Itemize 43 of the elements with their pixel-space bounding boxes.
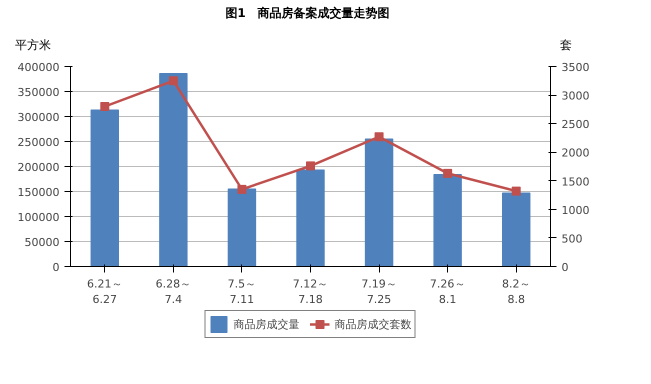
y-tick-label: 100000 (18, 211, 60, 224)
y2-tick-label: 2000 (562, 146, 590, 160)
y2-tick-label: 1000 (562, 204, 590, 217)
x-tick-label: 6.21～ 6.27 (87, 278, 123, 306)
y2-tick-label: 500 (562, 232, 582, 246)
y2-tick-label: 3500 (562, 61, 590, 74)
point (306, 161, 315, 170)
point (443, 168, 452, 178)
y-tick-label: 50000 (24, 236, 60, 249)
bar (228, 188, 256, 266)
legend-label: 商品房成交套数 (334, 316, 412, 332)
y2-tick-label: 3000 (562, 90, 590, 103)
y-tick-label: 400000 (18, 61, 60, 74)
y-axis-title: 平方米 (15, 37, 51, 54)
point (168, 76, 178, 86)
y2-tick-label: 0 (562, 261, 568, 274)
legend-label: 商品房成交量 (234, 316, 300, 332)
bar (364, 138, 394, 266)
bar (502, 192, 530, 266)
chart-title: 图1 商品房备案成交量走势图 (225, 5, 390, 22)
y2-tick-label: 2500 (562, 118, 590, 132)
y-tick-label: 250000 (18, 136, 60, 149)
bar (296, 170, 325, 266)
point (374, 132, 384, 142)
x-tick-label: 7.12～ 7.18 (292, 278, 328, 306)
y2-axis-title: 套 (560, 37, 572, 54)
x-tick-label: 8.2～ 8.8 (502, 278, 530, 306)
x-tick-label: 7.19～ 7.25 (361, 278, 397, 306)
y2-tick-label: 1500 (562, 175, 590, 188)
y-tick-label: 150000 (18, 186, 60, 199)
y-tick-label: 0 (52, 261, 60, 274)
y-tick-label: 200000 (18, 161, 60, 174)
bar (433, 174, 462, 266)
bar (90, 110, 119, 266)
y-tick-label: 300000 (18, 111, 60, 124)
x-tick-label: 7.26～ 8.1 (430, 278, 466, 306)
point (237, 184, 246, 194)
point (512, 186, 521, 196)
x-tick-label: 6.28～ 7.4 (156, 278, 192, 306)
y-tick-label: 350000 (18, 86, 60, 99)
bar (159, 73, 188, 266)
point (100, 102, 110, 111)
x-tick-label: 7.5～ 7.11 (228, 278, 256, 306)
